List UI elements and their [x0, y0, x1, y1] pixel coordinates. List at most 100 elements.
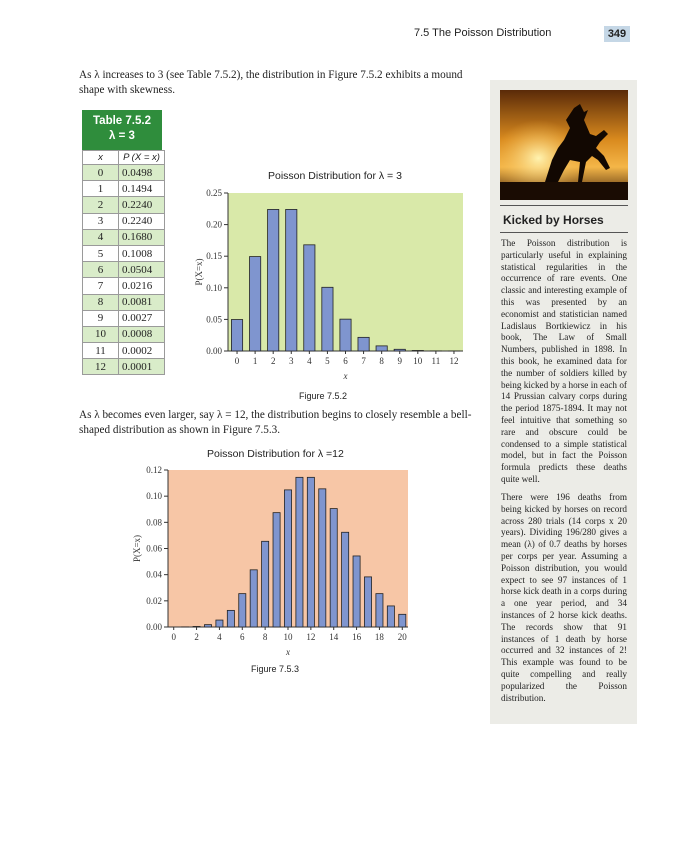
table-row: 4 0.1680: [82, 228, 165, 246]
bar-x-17: [364, 576, 372, 628]
x-tick-label: 12: [306, 632, 315, 642]
x-tick-label: 4: [307, 356, 312, 366]
table-cell-p: 0.1008: [118, 244, 165, 263]
table-row: 1 0.1494: [82, 180, 165, 198]
x-tick-label: 11: [432, 356, 441, 366]
figure2-chart: 0.00 0.02 0.04 0.06 0.08 0.10 0.12 0 2 4 6 8 10 12 14 1…: [132, 465, 408, 657]
y-tick-label: 0.20: [206, 220, 222, 230]
page-number: 349: [604, 26, 630, 42]
table-row: 11 0.0002: [82, 342, 165, 360]
x-axis-label: x: [343, 371, 348, 381]
table-cell-p: 0.2240: [118, 196, 165, 214]
table-cell-x: 8: [82, 293, 119, 311]
x-tick-label: 14: [329, 632, 339, 642]
table-cell-x: 2: [82, 196, 119, 214]
y-tick-label: 0.02: [146, 596, 162, 606]
y-tick-label: 0.00: [146, 622, 162, 632]
sidebar-paragraph-2: There were 196 deaths from being kicked …: [501, 492, 627, 703]
bar-x-8: [375, 345, 388, 352]
table-cell-x: 9: [82, 309, 119, 327]
table-cell-p: 0.0081: [118, 293, 165, 311]
table-row: 2 0.2240: [82, 196, 165, 214]
bar-x-11: [295, 476, 304, 628]
bar-x-5: [226, 609, 235, 628]
x-tick-label: 5: [325, 356, 330, 366]
figure1-chart: 0.000.050.100.150.200.250 1 2 3 4 5 6 7 8 9 10 11 12…: [194, 188, 463, 381]
bar-x-5: [321, 286, 334, 352]
y-tick-label: 0.00: [206, 346, 222, 356]
bar-x-7: [357, 336, 370, 352]
y-tick-label: 0.25: [206, 188, 222, 198]
bar-x-4: [303, 244, 316, 352]
y-tick-label: 0.04: [146, 570, 162, 580]
table-cell-p: 0.0498: [118, 163, 165, 182]
x-tick-label: 0: [235, 356, 240, 366]
table-row: 0 0.0498: [82, 163, 165, 182]
bar-x-7: [249, 569, 258, 628]
figure1-caption: Figure 7.5.2: [299, 391, 348, 401]
y-tick-label: 0.08: [146, 517, 162, 527]
table-cell-x: 0: [82, 163, 119, 182]
bar-x-15: [341, 531, 350, 628]
table-cell-p: 0.0027: [118, 309, 165, 327]
x-tick-label: 2: [194, 632, 199, 642]
x-tick-label: 10: [284, 632, 294, 642]
bar-x-10: [284, 489, 292, 628]
table-row: 3 0.2240: [82, 212, 165, 230]
figure2-caption: Figure 7.5.3: [251, 664, 300, 674]
table-cell-x: 7: [82, 277, 119, 295]
sidebar-paragraph-1: The Poisson distribution is particularly…: [501, 238, 627, 484]
running-header-section: 7.5 The Poisson Distribution: [414, 27, 552, 39]
bar-x-19: [386, 605, 395, 628]
y-tick-label: 0.15: [206, 251, 222, 261]
bar-x-12: [306, 476, 315, 628]
bar-x-14: [329, 508, 338, 628]
table-cell-p: 0.0008: [118, 325, 165, 344]
table-row: 7 0.0216: [82, 277, 165, 295]
bar-x-6: [339, 318, 352, 352]
table-row: 12 0.0001: [82, 358, 165, 376]
y-axis-label: P(X=x): [132, 535, 142, 562]
bar-x-20: [398, 613, 407, 628]
table-cell-x: 12: [82, 358, 119, 376]
x-tick-label: 1: [253, 356, 258, 366]
table-cell-p: 0.1680: [118, 228, 165, 246]
sidebar-rule-top: [500, 205, 628, 206]
bar-x-6: [238, 593, 247, 628]
table-title-line2: λ = 3: [109, 130, 135, 142]
table-header-p: P (X = x): [118, 150, 165, 165]
table-header-x: x: [82, 150, 119, 165]
table-cell-p: 0.0504: [118, 261, 165, 279]
x-tick-label: 8: [263, 632, 268, 642]
y-tick-label: 0.10: [206, 283, 222, 293]
x-tick-label: 0: [171, 632, 176, 642]
x-tick-label: 6: [343, 356, 348, 366]
y-tick-label: 0.06: [146, 544, 162, 554]
y-axis-label: P(X=x): [194, 258, 204, 285]
x-axis-label: x: [285, 647, 290, 657]
table-row: 9 0.0027: [82, 309, 165, 327]
bar-x-9: [272, 512, 281, 628]
table-title-line1: Table 7.5.2: [93, 115, 151, 127]
bar-x-2: [267, 209, 280, 352]
bar-x-0: [231, 319, 244, 352]
x-tick-label: 12: [449, 356, 458, 366]
x-tick-label: 16: [352, 632, 362, 642]
middle-paragraph: As λ becomes even larger, say λ = 12, th…: [79, 409, 472, 436]
bar-x-18: [375, 593, 384, 628]
x-tick-label: 20: [398, 632, 408, 642]
bar-x-9: [393, 348, 406, 352]
table-cell-x: 4: [82, 228, 119, 246]
x-tick-label: 3: [289, 356, 294, 366]
x-tick-label: 4: [217, 632, 222, 642]
y-tick-label: 0.10: [146, 491, 162, 501]
bar-x-2: [192, 626, 201, 628]
x-tick-label: 10: [413, 356, 423, 366]
table-cell-p: 0.0002: [118, 342, 165, 360]
bar-x-13: [318, 488, 327, 628]
x-tick-label: 8: [379, 356, 384, 366]
bar-x-4: [215, 619, 224, 628]
bar-x-10: [411, 350, 424, 352]
x-tick-label: 18: [375, 632, 385, 642]
table-title: Table 7.5.2 λ = 3: [82, 110, 162, 150]
